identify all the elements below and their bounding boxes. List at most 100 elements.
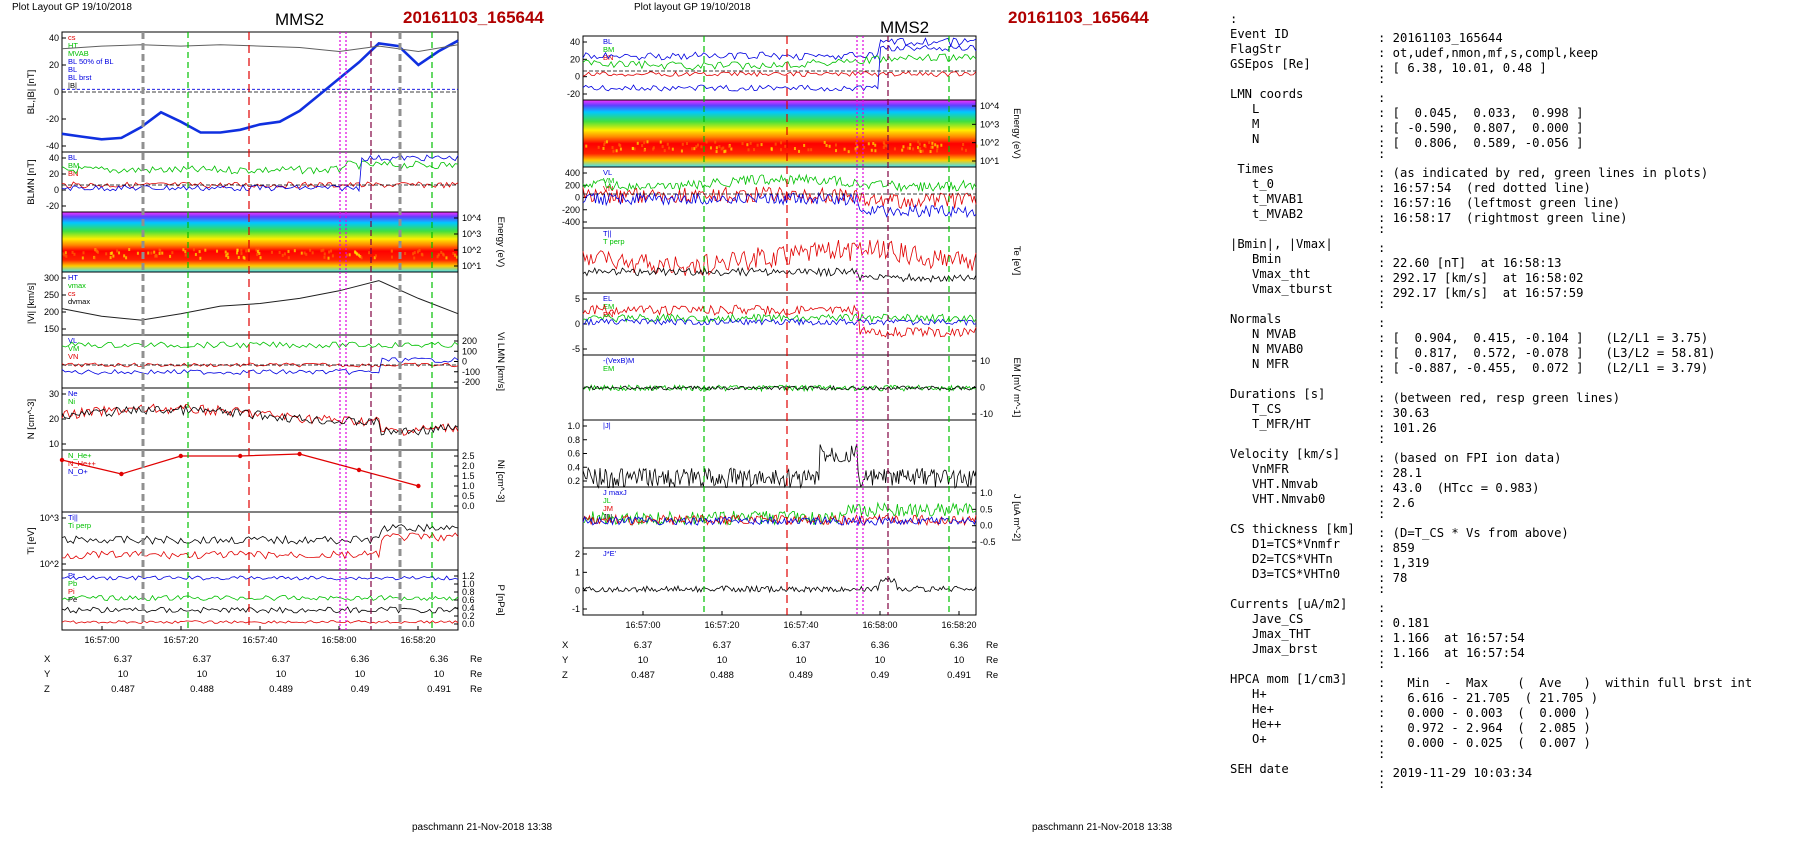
info-row: FlagStr : ot,udef,nmon,mf,s,compl,keep xyxy=(1230,42,1800,60)
spectrogram-speckle xyxy=(807,148,810,152)
spectrogram-speckle xyxy=(413,251,416,255)
spectrogram-speckle xyxy=(722,146,725,150)
series-Pt xyxy=(61,575,459,581)
spectrogram-speckle xyxy=(270,250,273,254)
info-value: : [ 0.806, 0.589, -0.056 ] xyxy=(1378,136,1584,150)
spectrogram xyxy=(62,212,458,272)
y-tick-label: 0 xyxy=(575,319,580,329)
spectrogram-speckle xyxy=(883,142,886,146)
position-unit: Re xyxy=(986,670,998,681)
info-key: N MVAB xyxy=(1230,327,1297,341)
spectrogram-speckle xyxy=(437,253,440,257)
position-value: 0.491 xyxy=(427,684,451,695)
spectrogram-speckle xyxy=(936,144,939,148)
y-tick-label: 0 xyxy=(575,586,580,596)
spectrogram-speckle xyxy=(666,142,669,146)
info-row: Velocity [km/s]: (based on FPI ion data) xyxy=(1230,447,1800,465)
spectrogram-speckle xyxy=(908,146,911,150)
y-tick-label: 0.8 xyxy=(462,587,475,597)
series-VM xyxy=(582,173,977,193)
y-axis-label: Energy (eV) xyxy=(1011,108,1022,159)
series-BN xyxy=(61,181,459,189)
spectrogram-speckle xyxy=(714,140,717,144)
series-He++ xyxy=(61,453,419,487)
spectrogram-speckle xyxy=(118,251,121,255)
data-point-He++ xyxy=(356,467,362,473)
spectrogram-speckle xyxy=(136,251,139,255)
position-row-label: X xyxy=(44,654,51,665)
series-T-par xyxy=(582,238,977,277)
event-title-left: 20161103_165644 xyxy=(403,8,544,27)
spectrogram-speckle xyxy=(893,147,896,151)
y-tick-label: 10^1 xyxy=(980,156,999,166)
info-value: : 0.181 xyxy=(1378,616,1430,630)
spectrogram-speckle xyxy=(373,256,376,260)
spectrogram-speckle xyxy=(746,143,749,147)
info-value: : xyxy=(1378,777,1386,791)
spectrogram-speckle xyxy=(931,141,934,145)
info-value: : xyxy=(1378,241,1386,255)
spectrogram-speckle xyxy=(909,143,912,147)
legend-entry: -(VexB)M xyxy=(603,356,634,365)
y-tick-label: 10^2 xyxy=(462,245,481,255)
spectrogram-speckle xyxy=(192,248,195,252)
spectrogram-speckle xyxy=(455,255,458,259)
spectrogram-speckle xyxy=(64,251,67,255)
y-tick-label: 0 xyxy=(980,383,985,393)
series-BL xyxy=(61,39,459,141)
spectrogram-speckle xyxy=(934,143,937,147)
spectrogram-speckle xyxy=(615,149,618,153)
position-value: 10 xyxy=(796,655,807,666)
legend-entry: Ti perp xyxy=(68,521,91,530)
info-row: HPCA mom [1/cm3]: Min - Max ( Ave ) with… xyxy=(1230,672,1800,690)
spectrogram-speckle xyxy=(930,145,933,149)
spectrogram-speckle xyxy=(597,145,600,149)
spectrogram-speckle xyxy=(924,145,927,149)
info-key: He+ xyxy=(1230,702,1275,716)
position-value: 0.488 xyxy=(190,684,214,695)
spectrogram-speckle xyxy=(258,251,261,255)
spectrogram-speckle xyxy=(62,252,65,256)
spectrogram-speckle xyxy=(184,250,187,254)
info-row: : xyxy=(1230,657,1800,672)
info-row: t_MVAB2: 16:58:17 (rightmost green line) xyxy=(1230,207,1800,225)
spectrogram-speckle xyxy=(603,143,606,147)
spectrogram-speckle xyxy=(109,251,112,255)
legend-entry: VM xyxy=(68,344,79,353)
spectrogram-speckle xyxy=(585,144,588,148)
info-key: : xyxy=(1230,12,1238,26)
y-tick-label: 1.0 xyxy=(567,421,580,431)
y-tick-label: 40 xyxy=(49,33,59,43)
info-row: : xyxy=(1230,582,1800,597)
info-row: N MFR: [ -0.887, -0.455, 0.072 ] (L2/L1 … xyxy=(1230,357,1800,375)
info-key: T_CS xyxy=(1230,402,1282,416)
y-tick-label: -40 xyxy=(46,141,59,151)
position-value: 10 xyxy=(717,655,728,666)
info-key: Normals xyxy=(1230,312,1282,326)
spectrogram-speckle xyxy=(720,147,723,151)
info-key: N MFR xyxy=(1230,357,1289,371)
y-tick-label: 1 xyxy=(575,567,580,577)
position-row-label: Z xyxy=(44,684,50,695)
spectrogram-speckle xyxy=(928,141,931,145)
info-value: : xyxy=(1378,601,1386,615)
legend-entry: vmax xyxy=(68,281,86,290)
info-row: Event ID: 20161103_165644 xyxy=(1230,27,1800,45)
y-tick-label: 150 xyxy=(44,324,59,334)
info-value: : ot,udef,nmon,mf,s,compl,keep xyxy=(1378,46,1599,60)
info-value: : xyxy=(1378,72,1386,86)
spectrogram-speckle xyxy=(224,250,227,254)
info-row: M: [ -0.590, 0.807, 0.000 ] xyxy=(1230,117,1800,135)
spectrogram-speckle xyxy=(82,251,85,255)
spectrogram-speckle xyxy=(413,256,416,260)
y-axis-label: |Vi| [km/s] xyxy=(26,283,37,324)
info-key: FlagStr xyxy=(1230,42,1282,56)
spectrogram-speckle xyxy=(854,149,857,153)
info-row: : xyxy=(1230,12,1800,27)
legend-entry: BL xyxy=(603,37,612,46)
spectrogram-speckle xyxy=(421,253,424,257)
spectrogram-speckle xyxy=(936,146,939,150)
info-row: : xyxy=(1230,372,1800,387)
legend-entry: cs xyxy=(68,33,76,42)
position-value: 10 xyxy=(355,669,366,680)
